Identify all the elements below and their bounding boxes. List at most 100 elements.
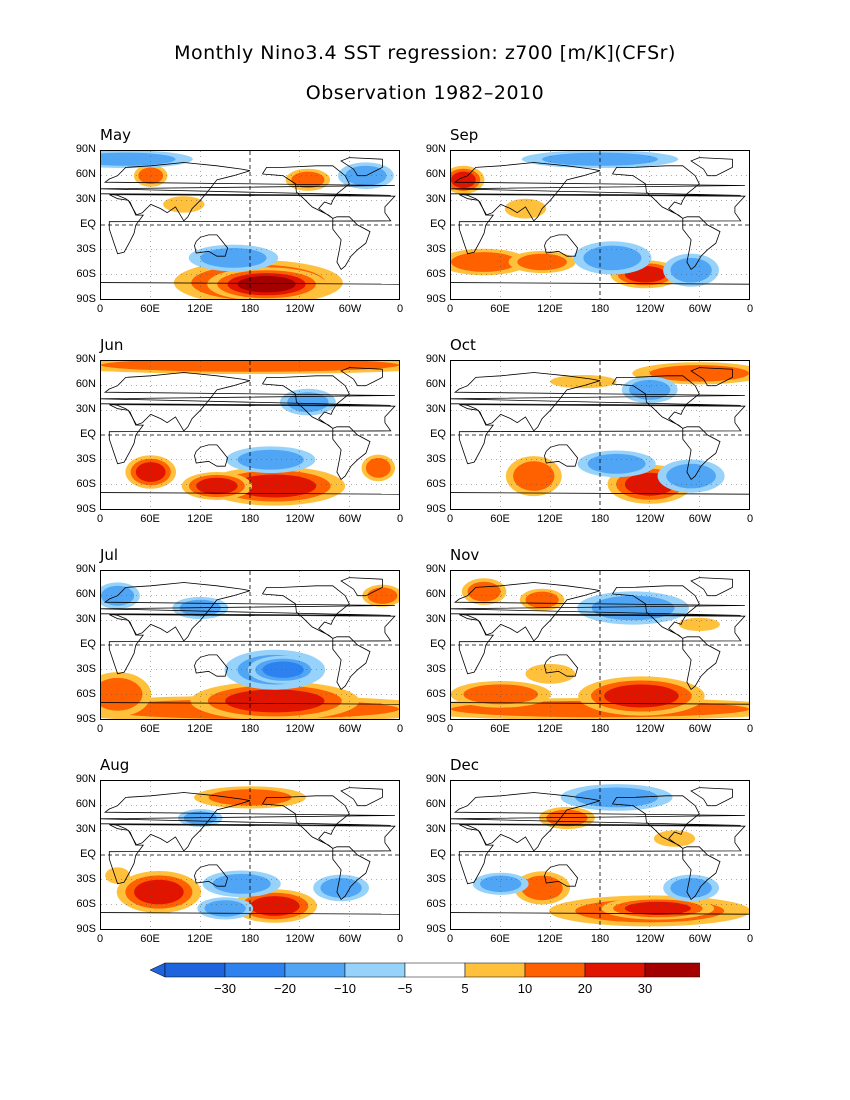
- colorbar-segment: [465, 963, 525, 977]
- lat-tick-label: 60S: [66, 268, 96, 280]
- colorbar-tick-label: 30: [638, 981, 652, 996]
- colorbar-tick-label: −20: [274, 981, 296, 996]
- anomaly-region: [592, 596, 675, 621]
- lon-tick-label: 60W: [680, 513, 720, 525]
- lat-tick-label: EQ: [66, 428, 96, 440]
- anomaly-region: [205, 900, 246, 916]
- lon-tick-label: 120W: [280, 513, 320, 525]
- lat-tick-label: 30S: [66, 453, 96, 465]
- lon-tick-label: 0: [80, 933, 120, 945]
- lon-tick-label: 120E: [180, 723, 220, 735]
- regression-map: [451, 781, 749, 929]
- map-panel-may: [100, 150, 400, 300]
- lat-tick-label: 30N: [416, 193, 446, 205]
- lat-tick-label: 30S: [416, 663, 446, 675]
- lon-tick-label: 60E: [130, 933, 170, 945]
- lon-tick-label: 120E: [530, 303, 570, 315]
- anomaly-region: [451, 172, 476, 188]
- panel-month-label: Aug: [100, 756, 129, 774]
- colorbar-tick-label: 5: [461, 981, 468, 996]
- lat-tick-label: 60N: [66, 798, 96, 810]
- colorbar-tick-label: −10: [334, 981, 356, 996]
- anomaly-region: [513, 461, 554, 491]
- coastline: [109, 195, 395, 254]
- lon-tick-label: 60W: [680, 303, 720, 315]
- lat-tick-label: 30N: [416, 403, 446, 415]
- lat-tick-label: 60N: [416, 378, 446, 390]
- panel-month-label: Jun: [100, 336, 123, 354]
- coastline: [101, 373, 395, 431]
- lat-tick-label: 60N: [66, 378, 96, 390]
- anomaly-region: [625, 902, 691, 915]
- panel-month-label: Dec: [450, 756, 479, 774]
- anomaly-region: [451, 252, 517, 272]
- lon-tick-label: 120E: [180, 303, 220, 315]
- anomaly-region: [134, 880, 184, 905]
- anomaly-region: [526, 592, 559, 608]
- lon-tick-label: 180: [230, 303, 270, 315]
- lon-tick-label: 0: [430, 723, 470, 735]
- lat-tick-label: 90N: [66, 773, 96, 785]
- anomaly-region: [287, 392, 328, 412]
- lat-tick-label: 60N: [416, 588, 446, 600]
- panel-month-label: May: [100, 126, 131, 144]
- colorbar-tick-label: −30: [214, 981, 236, 996]
- anomaly-region: [517, 254, 567, 270]
- lat-tick-label: EQ: [416, 428, 446, 440]
- lat-tick-label: 90N: [416, 773, 446, 785]
- lon-tick-label: 60E: [480, 303, 520, 315]
- colorbar-arrow-left: [150, 963, 165, 977]
- anomaly-region: [213, 874, 271, 894]
- anomaly-region: [200, 248, 266, 268]
- anomaly-region: [468, 582, 501, 602]
- lon-tick-label: 180: [580, 513, 620, 525]
- regression-map: [451, 151, 749, 299]
- anomaly-region: [291, 172, 324, 188]
- lat-tick-label: EQ: [416, 848, 446, 860]
- lat-tick-label: 30N: [416, 823, 446, 835]
- anomaly-region: [583, 246, 641, 271]
- coastline: [451, 163, 745, 221]
- lat-tick-label: EQ: [66, 218, 96, 230]
- lon-tick-label: 0: [380, 513, 420, 525]
- regression-map: [101, 781, 399, 929]
- lon-tick-label: 0: [730, 513, 770, 525]
- lon-tick-label: 120W: [280, 303, 320, 315]
- lon-tick-label: 0: [730, 723, 770, 735]
- lon-tick-label: 120E: [180, 513, 220, 525]
- coastline: [195, 445, 228, 466]
- lon-tick-label: 120E: [530, 513, 570, 525]
- panel-month-label: Oct: [450, 336, 476, 354]
- lon-tick-label: 60W: [330, 303, 370, 315]
- lat-tick-label: 60S: [416, 268, 446, 280]
- lat-tick-label: 60N: [66, 168, 96, 180]
- anomaly-region: [654, 830, 695, 846]
- coastline: [333, 217, 370, 270]
- map-panel-sep: [450, 150, 750, 300]
- map-panel-dec: [450, 780, 750, 930]
- lat-tick-label: 30N: [66, 193, 96, 205]
- lat-tick-label: 90N: [66, 563, 96, 575]
- map-panel-aug: [100, 780, 400, 930]
- lon-tick-label: 0: [80, 303, 120, 315]
- anomaly-region: [238, 276, 296, 292]
- lat-tick-label: 30N: [416, 613, 446, 625]
- colorbar-segment: [585, 963, 645, 977]
- map-panel-jul: [100, 570, 400, 720]
- lat-tick-label: EQ: [416, 638, 446, 650]
- colorbar-segment: [345, 963, 405, 977]
- lon-tick-label: 60W: [680, 933, 720, 945]
- lat-tick-label: 30S: [416, 243, 446, 255]
- anomaly-region: [250, 896, 300, 916]
- lat-tick-label: 60N: [416, 798, 446, 810]
- lon-tick-label: 60E: [480, 723, 520, 735]
- coastline: [101, 583, 395, 641]
- lon-tick-label: 60E: [480, 513, 520, 525]
- colorbar-segment: [165, 963, 225, 977]
- lat-tick-label: 60S: [416, 688, 446, 700]
- anomaly-region: [666, 464, 716, 489]
- coastline: [683, 637, 720, 690]
- coastline: [691, 578, 732, 596]
- colorbar-segment: [225, 963, 285, 977]
- coastline: [691, 788, 732, 806]
